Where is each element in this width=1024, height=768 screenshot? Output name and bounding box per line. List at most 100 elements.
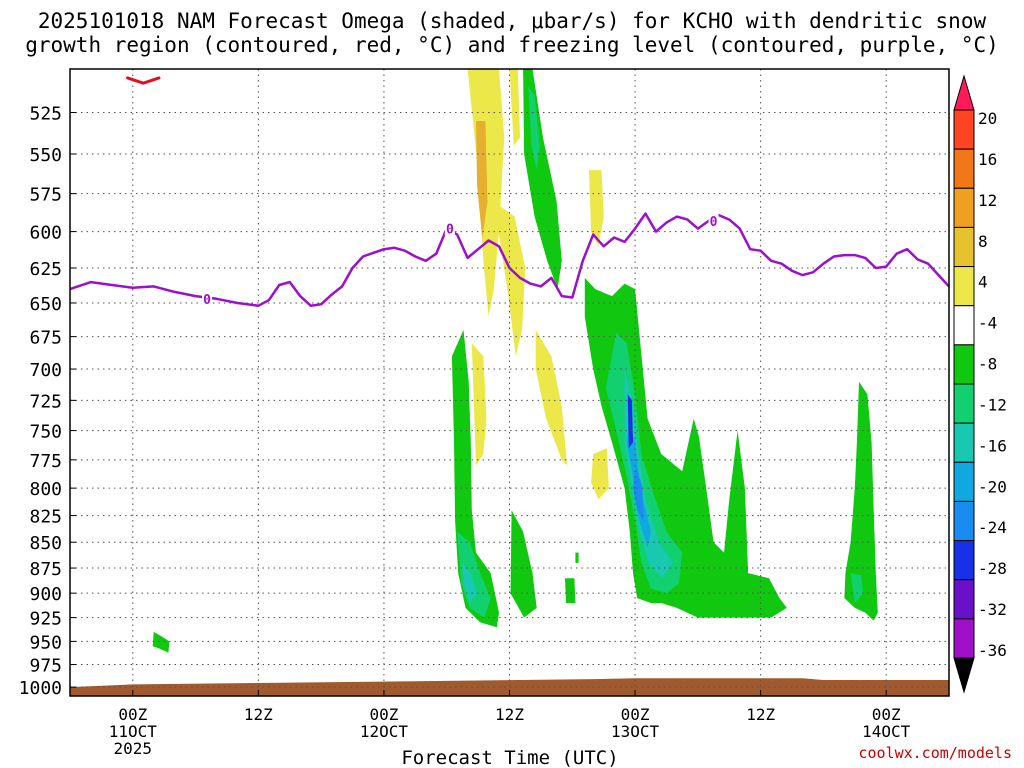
contour-label-bg: [708, 213, 719, 229]
freezing-level-line: [70, 212, 949, 307]
colorbar-label: -12: [978, 395, 1007, 414]
y-tick-label: 675: [29, 328, 62, 349]
colorbar-swatch: [953, 226, 975, 268]
colorbar-top-arrow: [953, 74, 975, 111]
credit-text[interactable]: coolwx.com/models: [858, 744, 1012, 762]
y-tick-label: 850: [29, 533, 62, 554]
y-tick-label: 775: [29, 451, 62, 472]
y-tick-label: 725: [29, 391, 62, 412]
colorbar-label: 16: [978, 150, 997, 169]
omega-region-15: [584, 277, 787, 618]
colorbar-label: -20: [978, 477, 1007, 496]
omega-region-11: [457, 531, 491, 618]
y-tick-label: 700: [29, 360, 62, 381]
y-tick-label: 550: [29, 145, 62, 166]
y-tick-label: 875: [29, 559, 62, 580]
colorbar-swatch: [953, 540, 975, 581]
colorbar-swatch: [953, 305, 975, 346]
y-tick-label: 900: [29, 584, 62, 605]
colorbar-label: -28: [978, 559, 1007, 578]
colorbar-label: -36: [978, 641, 1007, 660]
y-axis: 525 550 575 600 625 650 675 700 725 750 775 800 825 8…: [19, 104, 76, 699]
x-tick-label: 12Z: [244, 705, 273, 724]
grid: [70, 69, 949, 696]
freezing-level-label: 0: [710, 215, 718, 230]
omega-region-4: [535, 330, 568, 466]
y-tick-label: 575: [29, 185, 62, 206]
omega-region-14: [565, 578, 576, 603]
colorbar-swatch: [953, 187, 975, 228]
omega-region-5: [589, 170, 604, 247]
omega-shading: [152, 69, 878, 653]
y-tick-label: 825: [29, 507, 62, 528]
colorbar-swatch: [953, 500, 975, 542]
contour-label-bg: [444, 220, 455, 236]
x-tick-label: 00Z: [872, 705, 901, 724]
chart-title-line-2: growth region (contoured, red, °C) and f…: [25, 33, 999, 57]
colorbar-label: -16: [978, 436, 1007, 455]
colorbar-swatch: [953, 383, 975, 424]
colorbar: 20 16 12 8 4 -4 -8 -12 -16 -20 -24 -28 -32 -36: [953, 74, 1007, 694]
dgz-contour: [126, 76, 161, 85]
x-tick-label: 12Z: [495, 705, 524, 724]
y-tick-label: 650: [29, 294, 62, 315]
omega-region-21: [844, 381, 878, 621]
y-tick-label: 975: [29, 656, 62, 677]
terrain: [70, 678, 949, 696]
colorbar-label: 12: [978, 191, 997, 210]
x-tick-label: 12OCT: [360, 722, 409, 741]
y-tick-label: 600: [29, 223, 62, 244]
colorbar-bottom-arrow: [953, 657, 975, 694]
y-tick-label: 800: [29, 479, 62, 500]
omega-region-7: [471, 343, 487, 466]
contour-label-bg: [202, 290, 213, 306]
y-tick-label: 750: [29, 422, 62, 443]
colorbar-label: -4: [978, 314, 997, 333]
colorbar-swatch: [953, 148, 975, 189]
colorbar-swatch: [953, 109, 975, 150]
colorbar-swatch: [953, 422, 975, 463]
y-tick-label: 1000: [19, 678, 62, 699]
omega-region-22: [850, 573, 864, 603]
x-tick-label: 11OCT: [109, 722, 158, 741]
x-axis-label: Forecast Time (UTC): [401, 747, 618, 768]
omega-region-20: [627, 394, 633, 449]
omega-region-6: [591, 448, 609, 500]
contours: 0 0 0: [70, 76, 949, 308]
omega-region-24: [575, 552, 579, 563]
colorbar-label: 4: [978, 273, 988, 292]
y-tick-label: 925: [29, 609, 62, 630]
freezing-level-label: 0: [446, 223, 454, 238]
colorbar-label: -32: [978, 600, 1007, 619]
colorbar-swatch: [953, 461, 975, 502]
colorbar-label: -8: [978, 355, 997, 374]
colorbar-label: 8: [978, 232, 988, 251]
freezing-level-label: 0: [203, 293, 211, 308]
x-tick-label: 14OCT: [862, 722, 911, 741]
terrain-fill: [70, 678, 949, 696]
omega-region-9: [528, 86, 540, 171]
x-tick-label: 00Z: [621, 705, 650, 724]
omega-region-12: [462, 562, 478, 603]
colorbar-swatch: [953, 266, 975, 307]
y-tick-label: 950: [29, 632, 62, 653]
x-tick-label: 2025: [114, 739, 153, 758]
colorbar-swatch: [953, 579, 975, 620]
colorbar-label: -24: [978, 518, 1007, 537]
omega-region-23: [152, 631, 170, 653]
x-tick-label: 13OCT: [611, 722, 660, 741]
omega-region-8: [523, 69, 562, 290]
colorbar-swatch: [953, 344, 975, 385]
x-tick-label: 12Z: [746, 705, 775, 724]
colorbar-swatch: [953, 618, 975, 659]
y-tick-label: 625: [29, 259, 62, 280]
omega-region-13: [510, 510, 537, 618]
y-tick-label: 525: [29, 104, 62, 125]
chart-title-line-1: 2025101018 NAM Forecast Omega (shaded, μ…: [37, 9, 987, 33]
omega-region-2: [509, 69, 520, 146]
x-tick-label: 00Z: [369, 705, 398, 724]
x-tick-label: 00Z: [118, 705, 147, 724]
omega-region-19: [633, 465, 644, 521]
